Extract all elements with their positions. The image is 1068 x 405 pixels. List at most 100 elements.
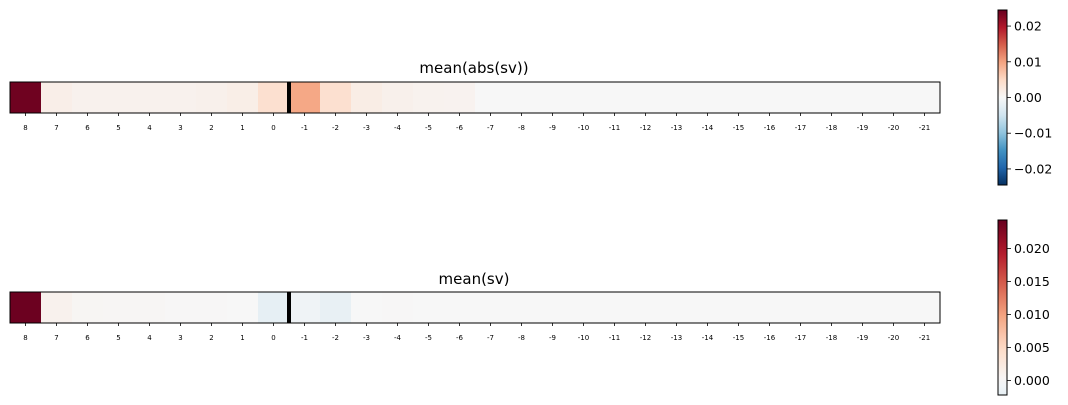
heatmap-cell <box>537 82 569 113</box>
x-tick-label: -12 <box>640 124 651 132</box>
x-tick-label: -19 <box>857 124 868 132</box>
x-tick-label: -12 <box>640 334 651 342</box>
x-tick-label: 5 <box>116 334 120 342</box>
x-tick-label: -1 <box>301 334 308 342</box>
x-tick-label: -17 <box>795 334 806 342</box>
heatmap-cell <box>847 292 879 323</box>
colorbar-tick-label: −0.02 <box>1014 161 1052 176</box>
colorbar-bar-mean <box>997 219 1008 396</box>
colorbar-tick-label: 0.02 <box>1014 19 1042 34</box>
heatmap-cell <box>41 292 73 323</box>
heatmap-cell <box>816 292 848 323</box>
x-tick-label: -15 <box>733 334 744 342</box>
x-tick-label: -4 <box>394 334 402 342</box>
heatmap-cell <box>785 82 817 113</box>
x-tick-label: -13 <box>671 124 682 132</box>
colorbar-abs: 0.02 0.01 0.00 −0.01 −0.02 <box>997 9 1052 186</box>
colorbar-tick-label: 0.005 <box>1014 340 1050 355</box>
x-tick-label: -5 <box>425 124 432 132</box>
heatmap-cell <box>72 292 104 323</box>
x-tick-label: -10 <box>578 124 589 132</box>
colorbar-tick-label: 0.00 <box>1014 90 1042 105</box>
heatmap-cell <box>723 82 755 113</box>
heatmap-panel-mean: mean(sv) 8 7 6 5 4 3 2 1 0 -1 -2 -3 -4 -5 -6 -7 -8 -9 -10 -… <box>9 270 941 342</box>
heatmap-cell <box>723 292 755 323</box>
heatmap-cell <box>568 292 600 323</box>
heatmap-cell <box>444 292 476 323</box>
chart-title-mean: mean(sv) <box>439 270 510 288</box>
heatmap-cell <box>10 292 42 323</box>
heatmap-cell <box>816 82 848 113</box>
x-tick-label: -15 <box>733 124 744 132</box>
heatmap-cells-abs <box>10 82 941 113</box>
heatmap-cell <box>754 292 786 323</box>
x-tick-label: 6 <box>85 334 90 342</box>
colorbar-tick-label: 0.010 <box>1014 307 1050 322</box>
heatmap-cell <box>661 292 693 323</box>
x-tick-label: -16 <box>764 124 776 132</box>
heatmap-cell <box>320 292 352 323</box>
heatmap-cell <box>909 82 941 113</box>
heatmap-cell <box>382 82 414 113</box>
heatmap-cell <box>506 82 538 113</box>
x-tick-label: -1 <box>301 124 308 132</box>
colorbar-ticks-abs: 0.02 0.01 0.00 −0.01 −0.02 <box>1007 19 1052 176</box>
heatmap-cell <box>258 292 290 323</box>
x-tick-label: 0 <box>271 334 275 342</box>
x-tick-label: 5 <box>116 124 120 132</box>
heatmap-ticks-abs: 8 7 6 5 4 3 2 1 0 -1 -2 -3 -4 -5 -6 -7 -8 -9 -10 -11 -12 -13 -… <box>23 113 930 132</box>
x-tick-label: -16 <box>764 334 776 342</box>
heatmap-cell <box>227 82 259 113</box>
x-tick-label: 3 <box>178 124 182 132</box>
heatmap-cell <box>630 292 662 323</box>
heatmap-cell <box>878 292 910 323</box>
x-tick-label: -6 <box>456 124 464 132</box>
x-tick-label: -7 <box>487 334 494 342</box>
x-tick-label: -8 <box>518 334 525 342</box>
heatmap-cell <box>785 292 817 323</box>
heatmap-cell <box>475 82 507 113</box>
heatmap-cell <box>258 82 290 113</box>
heatmap-cell <box>289 82 321 113</box>
heatmap-cell <box>289 292 321 323</box>
x-tick-label: -2 <box>332 124 339 132</box>
x-tick-label: 0 <box>271 124 275 132</box>
heatmap-cell <box>599 292 631 323</box>
colorbar-mean: 0.020 0.015 0.010 0.005 0.000 <box>997 219 1050 396</box>
x-tick-label: 2 <box>209 124 213 132</box>
heatmap-cell <box>196 292 228 323</box>
heatmap-cell <box>630 82 662 113</box>
x-tick-label: 7 <box>54 334 58 342</box>
heatmap-cell <box>320 82 352 113</box>
x-tick-label: 8 <box>23 334 27 342</box>
heatmap-cell <box>754 82 786 113</box>
heatmap-cell <box>382 292 414 323</box>
x-tick-label: -20 <box>888 334 899 342</box>
heatmap-cell <box>165 82 197 113</box>
colorbar-tick-label: 0.020 <box>1014 241 1050 256</box>
x-tick-label: 6 <box>85 124 90 132</box>
heatmap-cell <box>41 82 73 113</box>
x-tick-label: -18 <box>826 334 837 342</box>
x-tick-label: -19 <box>857 334 868 342</box>
x-tick-label: 1 <box>240 124 244 132</box>
heatmap-cell <box>475 292 507 323</box>
heatmap-cell <box>506 292 538 323</box>
x-tick-label: -5 <box>425 334 432 342</box>
heatmap-cell <box>537 292 569 323</box>
heatmap-cell <box>10 82 42 113</box>
x-tick-label: 8 <box>23 124 27 132</box>
colorbar-tick-label: 0.000 <box>1014 373 1050 388</box>
heatmap-cell <box>103 292 135 323</box>
x-tick-label: -6 <box>456 334 464 342</box>
x-tick-label: 7 <box>54 124 58 132</box>
heatmap-cell <box>847 82 879 113</box>
x-tick-label: 4 <box>147 334 152 342</box>
heatmap-cell <box>909 292 941 323</box>
colorbar-bar-abs <box>997 9 1008 186</box>
heatmap-cell <box>196 82 228 113</box>
x-tick-label: -20 <box>888 124 899 132</box>
heatmap-cell <box>351 82 383 113</box>
colorbar-tick-label: 0.015 <box>1014 274 1050 289</box>
x-tick-label: -3 <box>363 334 370 342</box>
